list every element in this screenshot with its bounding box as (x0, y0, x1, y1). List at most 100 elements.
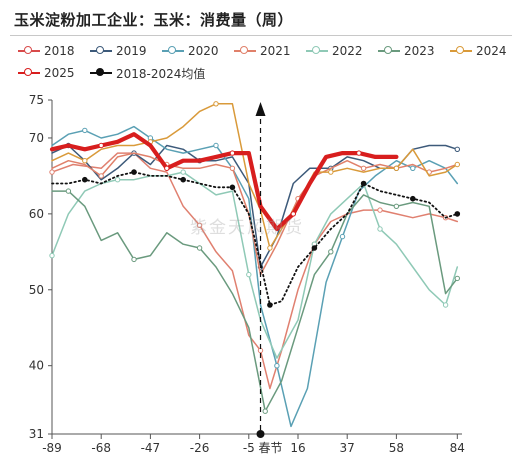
legend-label: 2022 (332, 44, 363, 58)
legend-item-2018[interactable]: 2018 (18, 42, 75, 60)
title-divider (10, 35, 512, 36)
data-point-2018 (377, 207, 383, 213)
x-tick-label: 16 (290, 441, 305, 455)
data-point-2025 (98, 142, 104, 149)
data-point-2018-2024均值 (267, 302, 273, 308)
legend-item-2018-2024均值[interactable]: 2018-2024均值 (90, 64, 205, 82)
data-point-2020 (339, 233, 346, 240)
data-point-2020 (274, 363, 280, 369)
y-tick-label: 50 (29, 283, 44, 297)
data-point-2024 (454, 161, 460, 168)
data-point-2020 (213, 142, 219, 149)
data-point-2025 (164, 165, 170, 172)
legend-marker (378, 42, 400, 60)
event-marker-dot (256, 430, 265, 438)
x-tick-label: -47 (141, 441, 161, 455)
series-line-2018-2024均值 (51, 171, 459, 306)
data-point-2023 (262, 408, 268, 414)
series-line-2025 (49, 132, 399, 232)
x-tick-label: 37 (340, 441, 355, 455)
data-point-2024 (82, 158, 88, 164)
data-point-2022 (49, 252, 55, 259)
data-point-2024 (393, 165, 400, 172)
data-point-2022 (377, 226, 383, 232)
x-tick-label: -26 (190, 441, 210, 455)
chart-title: 玉米淀粉加工企业：玉米：消费量（周） (14, 11, 294, 29)
x-tick-label: -89 (42, 441, 62, 455)
data-point-2023 (328, 249, 334, 255)
data-point-2023 (393, 203, 400, 210)
legend-marker (18, 64, 40, 82)
data-point-2018-2024均值 (82, 176, 88, 183)
event-arrow-icon (255, 102, 266, 116)
legend-item-2021[interactable]: 2021 (234, 42, 291, 60)
data-point-2018-2024均值 (180, 176, 186, 183)
data-point-2018-2024均值 (454, 211, 461, 217)
data-point-2023 (131, 256, 137, 263)
data-point-2023 (454, 275, 460, 282)
data-point-2018 (196, 222, 203, 229)
data-point-2025 (290, 211, 296, 217)
y-tick-label: 60 (29, 207, 44, 221)
data-point-2022 (180, 169, 186, 175)
data-point-2020 (410, 165, 416, 172)
x-tick-label: -68 (91, 441, 111, 455)
data-point-2018 (49, 169, 55, 175)
data-point-2024 (213, 101, 219, 107)
event-label: 春节 (259, 441, 283, 455)
y-tick-label: 70 (29, 131, 44, 145)
data-point-2024 (328, 169, 334, 175)
data-point-2018-2024均值 (229, 184, 236, 191)
series-line-2023 (51, 190, 459, 412)
data-point-2018-2024均值 (131, 169, 137, 175)
data-point-2019 (454, 146, 460, 153)
legend-item-2019[interactable]: 2019 (90, 42, 147, 60)
legend-label: 2023 (404, 44, 435, 58)
y-tick-label: 75 (29, 93, 44, 107)
legend-marker (306, 42, 328, 60)
data-point-2025 (229, 150, 236, 156)
chart-header: 玉米淀粉加工企业：玉米：消费量（周） (0, 0, 521, 36)
data-point-2021 (360, 165, 367, 172)
legend-label: 2019 (116, 44, 147, 58)
legend-item-2020[interactable]: 2020 (162, 42, 219, 60)
y-tick-label: 31 (29, 427, 44, 441)
legend-item-2023[interactable]: 2023 (378, 42, 435, 60)
legend-label: 2021 (260, 44, 291, 58)
data-point-2023 (65, 188, 72, 194)
y-tick-label: 40 (29, 359, 44, 373)
legend-marker (90, 42, 112, 60)
legend-item-2022[interactable]: 2022 (306, 42, 363, 60)
data-point-2021 (229, 165, 236, 172)
data-point-2018-2024均值 (360, 180, 367, 187)
data-point-2023 (196, 245, 203, 251)
data-point-2018-2024均值 (311, 245, 318, 251)
data-point-2024 (267, 245, 273, 251)
legend-marker (18, 42, 40, 60)
legend-label: 2018-2024均值 (116, 66, 206, 81)
chart-legend: 2018 2019 2020 2021 2022 2023 2024 2025 2018-202… (0, 38, 521, 88)
data-point-2018-2024均值 (410, 195, 416, 202)
legend-marker (162, 42, 184, 60)
legend-label: 2018 (44, 44, 75, 58)
legend-label: 2024 (476, 44, 507, 58)
x-tick-label: -5 (243, 441, 255, 455)
legend-marker (450, 42, 472, 60)
legend-label: 2020 (188, 44, 219, 58)
data-point-2021 (98, 173, 104, 179)
watermark: 紫金天风期货 (190, 218, 304, 238)
legend-marker (234, 42, 256, 60)
series-line-2022 (51, 171, 459, 359)
data-point-2022 (114, 177, 121, 183)
legend-item-2025[interactable]: 2025 (18, 64, 75, 82)
legend-label: 2025 (44, 66, 75, 80)
x-tick-label: 58 (389, 441, 404, 455)
legend-item-2024[interactable]: 2024 (450, 42, 507, 60)
legend-marker (90, 64, 112, 82)
data-point-2022 (246, 271, 252, 278)
series-line-2020 (51, 125, 459, 428)
x-tick-label: 84 (450, 441, 465, 455)
data-point-2020 (82, 127, 88, 134)
data-point-2025 (356, 150, 362, 156)
